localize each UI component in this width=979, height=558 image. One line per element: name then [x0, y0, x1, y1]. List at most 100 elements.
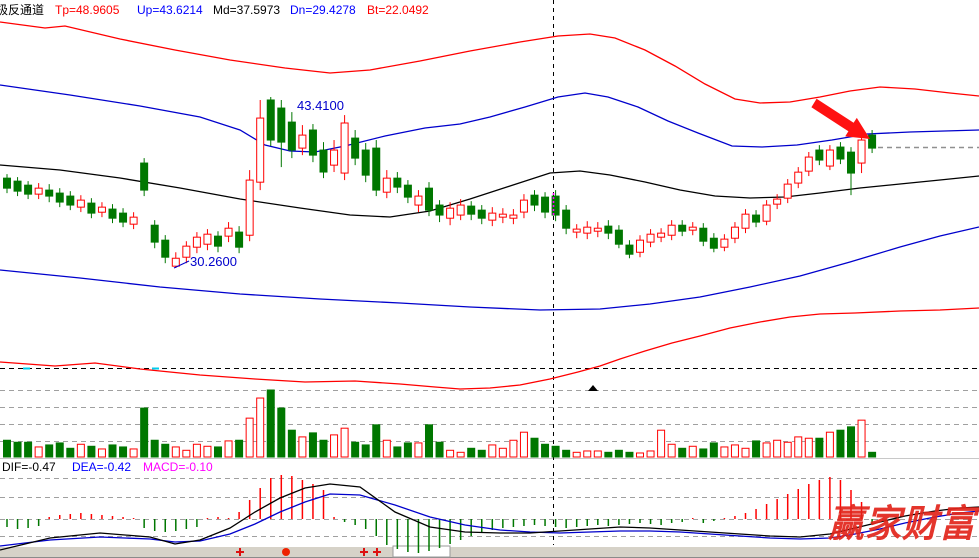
volume-bar — [551, 445, 560, 458]
volume-bar — [583, 450, 592, 458]
candle-body — [140, 162, 149, 191]
candle-body — [403, 184, 412, 198]
candle-body — [678, 224, 687, 232]
candle-body — [203, 233, 212, 245]
volume-bar — [825, 431, 834, 458]
annotation-arrow-icon — [811, 98, 870, 139]
candle-body — [857, 139, 866, 164]
volume-bar — [646, 450, 655, 458]
volume-bar — [604, 451, 613, 458]
candle-body — [456, 204, 465, 216]
volume-bar — [340, 427, 349, 458]
candle-body — [192, 236, 201, 248]
volume-bar — [752, 440, 761, 458]
candle-body — [794, 171, 803, 184]
candle-body — [129, 216, 138, 225]
low-label-connector — [173, 260, 190, 269]
volume-bar — [287, 429, 296, 458]
candle-body — [752, 214, 761, 223]
volume-bar — [847, 426, 855, 458]
candle-body — [551, 195, 560, 216]
candle-body — [477, 209, 486, 219]
candle-body — [435, 204, 444, 216]
candle-body — [76, 199, 85, 208]
volume-bar — [857, 419, 866, 458]
param-bt: Bt=22.0492 — [367, 3, 429, 17]
candle-body — [572, 228, 581, 233]
candle-body — [119, 212, 128, 223]
channel-mid-black — [0, 164, 979, 218]
volume-bar — [467, 447, 476, 458]
candle-body — [657, 232, 666, 238]
volume-bar — [108, 444, 117, 458]
volume-bar — [3, 439, 11, 458]
param-dn: Dn=29.4278 — [290, 3, 356, 17]
volume-bar — [614, 449, 623, 458]
candle-body — [319, 149, 328, 173]
bottom-strip[interactable] — [0, 546, 979, 558]
volume-bar — [636, 452, 644, 458]
candle-body — [372, 147, 381, 191]
macd-dif-black — [0, 483, 979, 551]
param-up: Up=43.6214 — [137, 3, 203, 17]
candle-body — [699, 227, 708, 242]
volume-bar — [435, 441, 444, 458]
low-price-label: 30.2600 — [190, 254, 237, 269]
candle-body — [446, 207, 455, 219]
volume-bar — [224, 440, 233, 458]
candle-body — [815, 149, 824, 161]
candle-body — [709, 237, 718, 249]
volume-bar — [203, 445, 212, 458]
candle-body — [13, 180, 22, 192]
candle-body — [847, 151, 855, 174]
param-md: Md=37.5973 — [213, 3, 281, 17]
volume-bar — [688, 445, 697, 458]
volume-bar — [593, 450, 602, 458]
candle-body — [646, 233, 655, 243]
candle-body — [741, 213, 750, 229]
volume-bar — [446, 449, 455, 458]
volume-bar — [150, 439, 159, 458]
channel-lower-blue — [0, 226, 979, 311]
volume-bar — [519, 431, 528, 458]
volume-bar — [256, 397, 265, 458]
candle-body — [55, 192, 64, 203]
channel-upper-blue — [0, 84, 979, 153]
volume-bar — [667, 443, 676, 458]
candle-body — [287, 121, 296, 151]
candle-body — [593, 227, 602, 232]
volume-bar — [76, 443, 85, 458]
volume-bar — [572, 451, 581, 458]
candle-body — [161, 239, 170, 258]
volume-bar — [119, 446, 128, 458]
volume-bar — [182, 449, 191, 458]
volume-bar — [678, 447, 687, 458]
candle-body — [583, 226, 592, 234]
candle-body — [625, 244, 634, 255]
dea-value: DEA=-0.42 — [72, 460, 132, 474]
volume-bar — [97, 448, 106, 458]
indicator-name: 极反通道 — [0, 3, 45, 17]
volume-bar — [161, 443, 170, 458]
candle-body — [3, 177, 11, 189]
candle-body — [762, 204, 771, 222]
candle-body — [87, 202, 96, 214]
candle-body — [266, 99, 275, 141]
candle-body — [720, 238, 729, 248]
candle-body — [24, 184, 33, 195]
candle-body — [340, 122, 349, 174]
volume-bar — [699, 448, 708, 458]
candle-body — [467, 205, 476, 215]
candle-body — [773, 198, 782, 205]
volume-bar — [372, 424, 381, 458]
volume-bar — [403, 442, 412, 458]
candle-body — [150, 224, 159, 243]
volume-bar — [308, 432, 317, 458]
channel-bottom-red — [0, 307, 979, 390]
volume-bar — [382, 439, 391, 458]
macd-dea-blue — [0, 493, 979, 547]
candle-body — [34, 187, 43, 195]
